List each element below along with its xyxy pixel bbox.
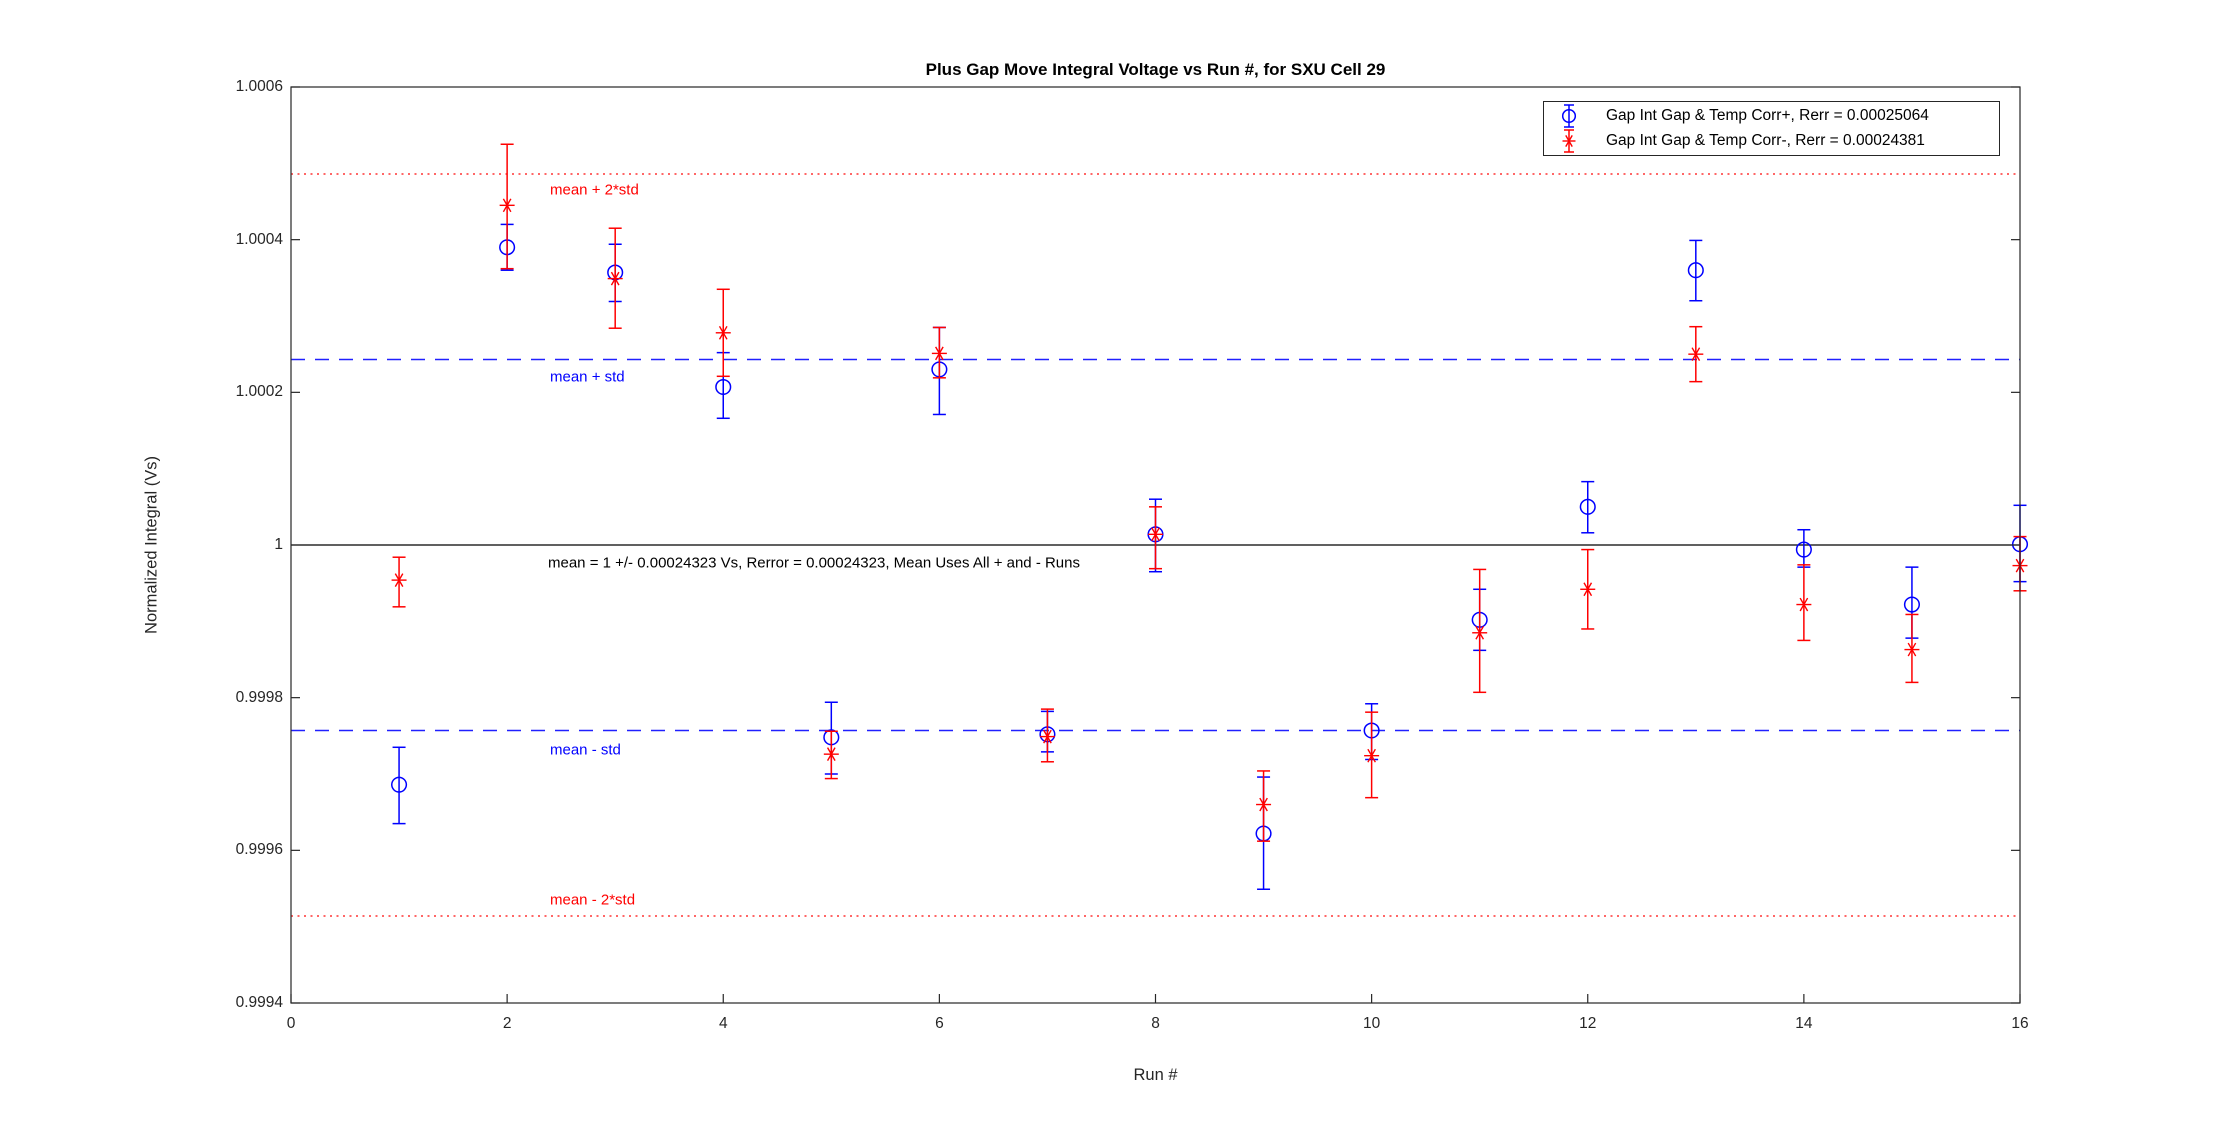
- ref-label-mean-minus-2std: mean - 2*std: [550, 891, 636, 909]
- ref-label-mean-minus-std: mean - std: [550, 741, 621, 759]
- y-axis-label: Normalized Integral (Vs): [142, 456, 161, 634]
- legend-entry-corr-minus: Gap Int Gap & Temp Corr-, Rerr = 0.00024…: [1544, 128, 1999, 154]
- legend-label-corr-minus: Gap Int Gap & Temp Corr-, Rerr = 0.00024…: [1606, 132, 1925, 150]
- y-tick-label: 0.9996: [235, 841, 283, 859]
- y-tick-label: 1: [274, 536, 283, 553]
- x-tick-label: 14: [1795, 1015, 1813, 1032]
- y-tick-label: 0.9998: [235, 688, 283, 706]
- legend-box: Gap Int Gap & Temp Corr+, Rerr = 0.00025…: [1543, 101, 2000, 156]
- x-tick-label: 12: [1579, 1015, 1597, 1032]
- mean-annotation: mean = 1 +/- 0.00024323 Vs, Rerror = 0.0…: [548, 554, 1080, 572]
- y-tick-label: 1.0004: [235, 230, 283, 248]
- ref-label-mean-plus-std: mean + std: [550, 368, 625, 386]
- y-tick-label: 1.0002: [235, 383, 283, 401]
- errorbar-circle-icon: [1544, 103, 1594, 129]
- x-tick-label: 2: [502, 1015, 512, 1032]
- x-tick-label: 6: [935, 1015, 944, 1032]
- errorbar-asterisk-icon: [1544, 128, 1594, 154]
- x-axis-label: Run #: [1133, 1066, 1178, 1084]
- x-tick-label: 0: [286, 1015, 296, 1032]
- ref-label-mean-plus-2std: mean + 2*std: [550, 181, 639, 199]
- legend-entry-corr-plus: Gap Int Gap & Temp Corr+, Rerr = 0.00025…: [1544, 103, 1999, 129]
- y-tick-label: 1.0006: [235, 78, 283, 95]
- y-tick-label: 0.9994: [235, 994, 283, 1011]
- x-tick-label: 4: [718, 1015, 728, 1032]
- x-tick-label: 10: [1363, 1015, 1381, 1032]
- x-tick-label: 16: [2011, 1015, 2029, 1032]
- x-tick-label: 8: [1151, 1015, 1160, 1032]
- plot-title: Plus Gap Move Integral Voltage vs Run #,…: [925, 60, 1386, 79]
- legend-label-corr-plus: Gap Int Gap & Temp Corr+, Rerr = 0.00025…: [1606, 106, 1929, 124]
